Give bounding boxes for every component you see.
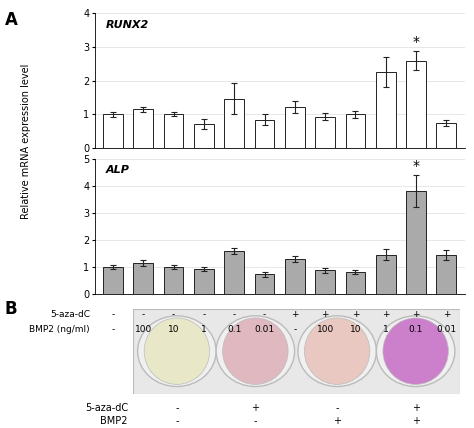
Text: -: -: [202, 310, 206, 319]
Text: -: -: [336, 403, 339, 413]
Ellipse shape: [298, 316, 376, 386]
Bar: [134, 263, 153, 294]
Text: 1: 1: [201, 325, 207, 334]
Text: -: -: [254, 416, 257, 426]
Bar: [164, 114, 183, 148]
Text: +: +: [291, 310, 299, 319]
Text: +: +: [382, 310, 390, 319]
Bar: [315, 117, 335, 148]
Bar: [103, 267, 123, 294]
Bar: [285, 107, 305, 148]
Bar: [437, 255, 456, 294]
Text: +: +: [321, 310, 329, 319]
Bar: [285, 259, 305, 294]
Bar: [346, 114, 365, 148]
Ellipse shape: [223, 318, 288, 384]
Text: 0.1: 0.1: [227, 325, 241, 334]
Ellipse shape: [137, 316, 216, 386]
Text: 0.01: 0.01: [436, 325, 456, 334]
Text: 10: 10: [350, 325, 361, 334]
Bar: [346, 272, 365, 294]
Text: -: -: [263, 310, 266, 319]
Bar: [255, 119, 274, 148]
Text: RUNX2: RUNX2: [106, 20, 149, 30]
Text: -: -: [175, 416, 179, 426]
Ellipse shape: [144, 318, 210, 384]
Bar: [255, 274, 274, 294]
Text: 0.1: 0.1: [409, 325, 423, 334]
Bar: [315, 270, 335, 294]
Bar: [134, 109, 153, 148]
Text: -: -: [111, 310, 115, 319]
Text: +: +: [443, 310, 450, 319]
Text: -: -: [142, 310, 145, 319]
Ellipse shape: [376, 316, 455, 386]
Ellipse shape: [383, 318, 448, 384]
Text: +: +: [411, 403, 419, 413]
Bar: [103, 114, 123, 148]
Bar: [164, 267, 183, 294]
Ellipse shape: [304, 318, 370, 384]
Text: 1: 1: [383, 325, 389, 334]
Text: +: +: [411, 416, 419, 426]
Text: B: B: [5, 300, 18, 318]
Bar: [376, 72, 396, 148]
Bar: [224, 251, 244, 294]
Text: -: -: [172, 310, 175, 319]
Text: Relative mRNA expression level: Relative mRNA expression level: [21, 63, 31, 219]
Text: -: -: [175, 403, 179, 413]
Text: -: -: [111, 325, 115, 334]
Text: *: *: [412, 35, 419, 49]
Text: ALP: ALP: [106, 165, 130, 175]
Text: +: +: [352, 310, 359, 319]
Text: +: +: [412, 310, 420, 319]
Text: 5-aza-dC: 5-aza-dC: [85, 403, 128, 413]
Bar: [194, 124, 214, 148]
Bar: [194, 269, 214, 294]
Text: BMP2 (ng/ml): BMP2 (ng/ml): [29, 325, 90, 334]
Text: +: +: [333, 416, 341, 426]
Text: 10: 10: [168, 325, 179, 334]
Bar: [224, 98, 244, 148]
Text: 100: 100: [135, 325, 152, 334]
Bar: [376, 255, 396, 294]
Text: -: -: [293, 325, 296, 334]
Text: 5-aza-dC: 5-aza-dC: [50, 310, 90, 319]
Bar: [437, 123, 456, 148]
Text: BMP2: BMP2: [100, 416, 128, 426]
Text: -: -: [233, 310, 236, 319]
Ellipse shape: [216, 316, 295, 386]
Text: 0.01: 0.01: [255, 325, 274, 334]
Bar: [406, 61, 426, 148]
Text: A: A: [5, 11, 18, 29]
Text: 100: 100: [317, 325, 334, 334]
Text: *: *: [412, 159, 419, 172]
Text: +: +: [251, 403, 259, 413]
Bar: [406, 191, 426, 294]
